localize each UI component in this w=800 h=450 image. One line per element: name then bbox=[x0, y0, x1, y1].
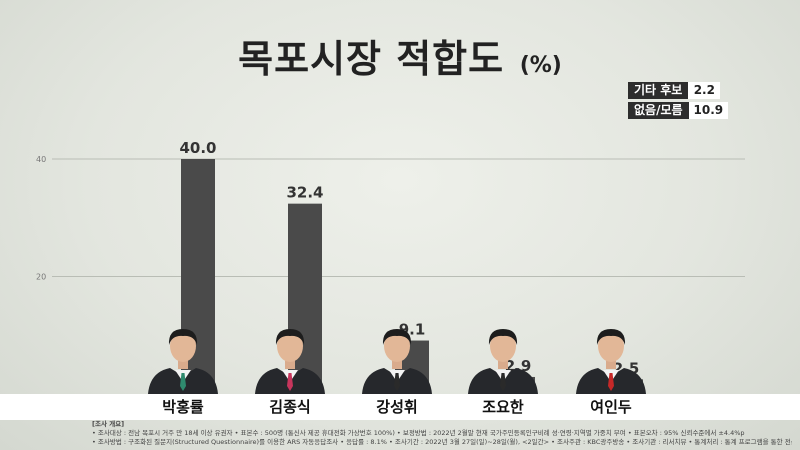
y-tick-label: 40 bbox=[36, 155, 46, 164]
candidate-name: 여인두 bbox=[590, 398, 632, 416]
candidate-name: 강성휘 bbox=[376, 398, 418, 416]
extra-value: 2.2 bbox=[688, 82, 721, 99]
footer-title: [조사 개요] bbox=[92, 420, 125, 428]
footer-line: • 조사방법 : 구조화된 질문지(Structured Questionnai… bbox=[92, 438, 792, 446]
survey-footer: [조사 개요] • 조사대상 : 전남 목포시 거주 만 18세 이상 유권자 … bbox=[92, 420, 792, 447]
candidate-photo bbox=[253, 326, 327, 394]
y-tick-label: 20 bbox=[36, 273, 46, 282]
footer-line: • 조사대상 : 전남 목포시 거주 만 18세 이상 유권자 • 표본수 : … bbox=[92, 429, 745, 437]
candidate-photo bbox=[466, 326, 540, 394]
candidate-name: 박홍률 bbox=[162, 398, 204, 416]
candidate-photo bbox=[146, 326, 220, 394]
candidate-photo bbox=[360, 326, 434, 394]
extra-other-candidates: 기타 후보 2.2 bbox=[628, 82, 721, 99]
extra-label: 기타 후보 bbox=[628, 82, 689, 99]
unit-label: (%) bbox=[519, 53, 562, 78]
extra-none-unknown: 없음/모름 10.9 bbox=[628, 102, 729, 119]
candidate-photo bbox=[574, 326, 648, 394]
bar-value-label: 40.0 bbox=[179, 139, 216, 157]
extra-label: 없음/모름 bbox=[628, 102, 689, 119]
bar-value-label: 2.9 bbox=[505, 357, 532, 375]
candidate-name: 조요한 bbox=[482, 398, 524, 416]
name-band bbox=[0, 394, 800, 420]
chart-title: 목포시장 적합도 (%) bbox=[0, 28, 800, 83]
candidate-name: 김종식 bbox=[269, 398, 311, 416]
title-text: 목포시장 적합도 bbox=[238, 37, 505, 81]
bar-value-label: 32.4 bbox=[286, 184, 323, 202]
extra-value: 10.9 bbox=[688, 102, 729, 119]
